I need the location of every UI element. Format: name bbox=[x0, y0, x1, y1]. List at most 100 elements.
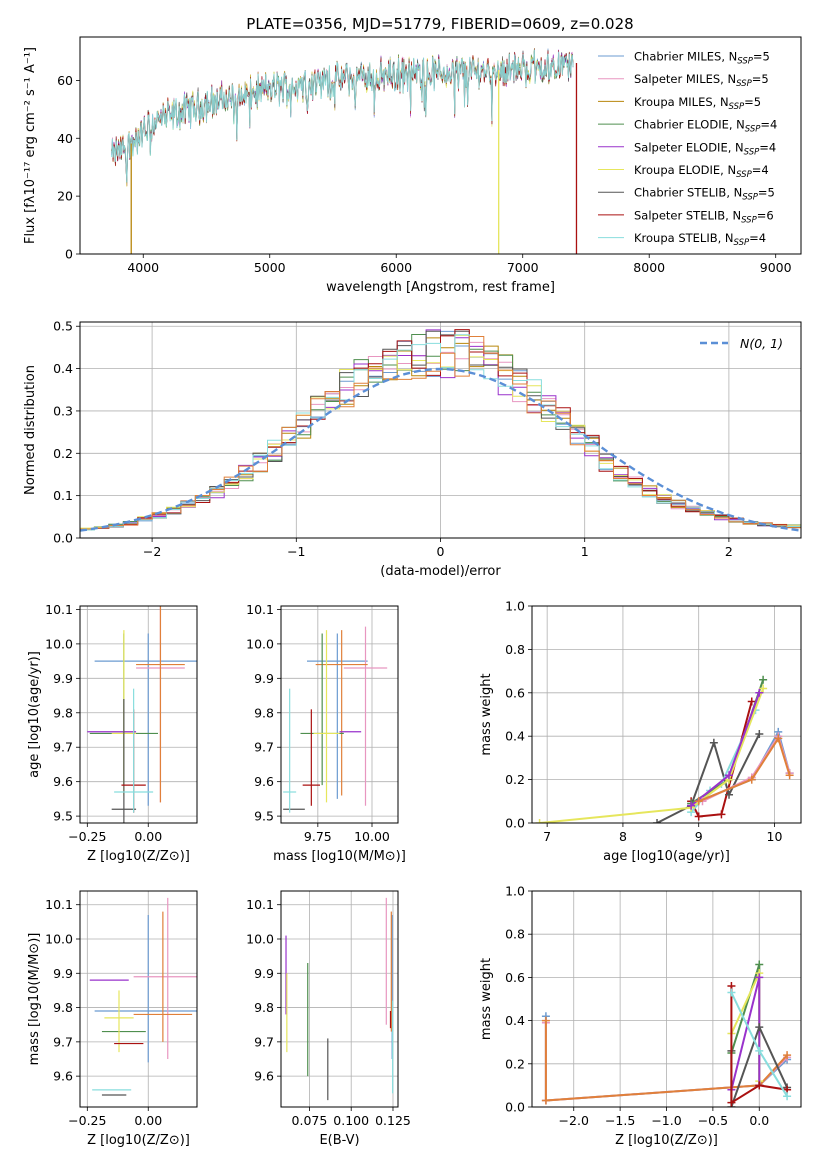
mass-weight-vs-Z-ylabel: mass weight bbox=[479, 958, 494, 1040]
y-tick-label: 0.2 bbox=[505, 772, 525, 787]
y-tick-label: 9.5 bbox=[53, 809, 73, 824]
x-tick-label: 2 bbox=[725, 544, 733, 559]
residuals-legend: N(0, 1) bbox=[700, 336, 783, 351]
age-vs-mass-frame bbox=[280, 605, 399, 824]
mass-weight-vs-Z-panel: −2.0 −1.5 −1.0 −0.5 0.0 0.0 0.2 0.4 0.6 0.8 1.0 Z [… bbox=[479, 884, 802, 1148]
legend-label: Salpeter ELODIE, NSSP=4 bbox=[634, 140, 776, 157]
mass-weight-marker bbox=[725, 771, 734, 780]
mass-weight-marker bbox=[747, 697, 756, 706]
mass-weight-vs-age-ylabel: mass weight bbox=[479, 673, 494, 755]
legend-label: N(0, 1) bbox=[740, 336, 783, 351]
y-tick-label: 9.9 bbox=[254, 966, 274, 981]
y-tick-label: 0.2 bbox=[505, 1056, 525, 1071]
y-tick-label: 9.9 bbox=[53, 966, 73, 981]
mass-weight-marker bbox=[755, 973, 764, 982]
mass-vs-ebv-xlabel: E(B-V) bbox=[319, 1133, 359, 1148]
y-tick-label: 0.4 bbox=[53, 361, 73, 376]
y-tick-label: 0.8 bbox=[505, 642, 525, 657]
mass-vs-Z-panel: −0.25 0.00 9.6 9.7 9.8 9.9 10.0 10.1 Z [log10(Z/… bbox=[27, 890, 198, 1148]
mass-vs-ebv-plot-area bbox=[281, 891, 398, 1107]
y-tick-label: 9.6 bbox=[53, 1069, 73, 1084]
x-tick-label: 6000 bbox=[380, 260, 412, 275]
y-tick-label: 9.8 bbox=[53, 1000, 73, 1015]
spectrum-legend: Chabrier MILES, NSSP=5 Salpeter MILES, NS… bbox=[598, 50, 777, 248]
mass-weight-marker bbox=[785, 771, 794, 780]
mass-weight-marker bbox=[717, 810, 726, 819]
mass-weight-marker bbox=[759, 675, 768, 684]
mass-vs-Z-ylabel: mass [log10(M/M⊙)] bbox=[27, 933, 42, 1066]
legend-label: Chabrier STELIB, NSSP=5 bbox=[634, 186, 775, 203]
figure-title: PLATE=0356, MJD=51779, FIBERID=0609, z=0… bbox=[246, 15, 633, 33]
y-tick-label: 0.6 bbox=[505, 685, 525, 700]
mass-weight-vs-age-xlabel: age [log10(age/yr)] bbox=[603, 849, 730, 864]
mass-vs-ebv-panel: 0.075 0.100 0.125 9.6 9.7 9.8 9.9 10.0 10.1 E(B-V… bbox=[246, 890, 411, 1148]
x-tick-label: 7000 bbox=[507, 260, 539, 275]
x-tick-label: 8000 bbox=[633, 260, 665, 275]
residuals-panel: −2 −1 0 1 2 0.0 0.1 0.2 0.3 0.4 0.5 (data-model)/er… bbox=[23, 319, 802, 579]
legend-label: Kroupa ELODIE, NSSP=4 bbox=[634, 163, 769, 180]
mass-weight-marker bbox=[694, 812, 703, 821]
mass-vs-Z-plot-area bbox=[80, 891, 197, 1107]
age-vs-Z-ylabel: age [log10(age/yr)] bbox=[27, 651, 42, 778]
age-vs-Z-xlabel: Z [log10(Z/Z⊙)] bbox=[87, 849, 190, 864]
x-tick-label: 0.00 bbox=[134, 1113, 162, 1128]
x-tick-label: −2 bbox=[143, 544, 161, 559]
spectrum-ylabel: Flux [fλ10⁻¹⁷ erg cm⁻² s⁻¹ A⁻¹] bbox=[23, 47, 38, 244]
y-tick-label: 9.8 bbox=[254, 705, 274, 720]
y-tick-label: 9.9 bbox=[254, 671, 274, 686]
y-tick-label: 60 bbox=[57, 73, 73, 88]
legend-label: Chabrier MILES, NSSP=5 bbox=[634, 50, 770, 67]
x-tick-label: −1 bbox=[287, 544, 305, 559]
legend-label: Kroupa STELIB, NSSP=4 bbox=[634, 231, 766, 248]
mass-weight-line bbox=[730, 976, 761, 1090]
spectrum-panel: 4000 5000 6000 7000 8000 9000 0 20 40 60 wavelengt… bbox=[23, 36, 802, 295]
y-tick-label: 9.6 bbox=[53, 774, 73, 789]
mass-weight-marker bbox=[727, 988, 736, 997]
mass-weight-marker bbox=[783, 1051, 792, 1060]
mass-weight-line bbox=[544, 1020, 788, 1102]
x-tick-label: −0.5 bbox=[698, 1113, 728, 1128]
y-tick-label: 0.8 bbox=[505, 927, 525, 942]
mass-weight-vs-Z-xlabel: Z [log10(Z/Z⊙)] bbox=[615, 1133, 718, 1148]
legend-label: Salpeter MILES, NSSP=5 bbox=[634, 72, 769, 89]
age-vs-mass-panel: 9.75 10.00 9.5 9.6 9.7 9.8 9.9 10.0 10.1 mass [lo… bbox=[246, 602, 406, 864]
y-tick-label: 1.0 bbox=[505, 599, 525, 614]
x-tick-label: 5000 bbox=[254, 260, 286, 275]
mass-weight-marker bbox=[755, 688, 764, 697]
x-tick-label: 7 bbox=[543, 829, 551, 844]
x-tick-label: 9000 bbox=[760, 260, 792, 275]
mass-weight-marker bbox=[709, 738, 718, 747]
x-tick-label: 9 bbox=[695, 829, 703, 844]
mass-weight-marker bbox=[725, 790, 734, 799]
y-tick-label: 20 bbox=[57, 189, 73, 204]
y-tick-label: 9.9 bbox=[53, 671, 73, 686]
y-tick-label: 9.8 bbox=[53, 705, 73, 720]
mass-weight-marker bbox=[755, 1081, 764, 1090]
mass-weight-marker bbox=[747, 775, 756, 784]
x-tick-label: 10 bbox=[767, 829, 783, 844]
age-vs-Z-panel: −0.25 0.00 9.5 9.6 9.7 9.8 9.9 10.0 10.1 Z [log10… bbox=[27, 602, 198, 864]
y-tick-label: 10.0 bbox=[45, 636, 73, 651]
mass-weight-marker bbox=[755, 1046, 764, 1055]
x-tick-label: 10.00 bbox=[354, 829, 390, 844]
mass-weight-marker bbox=[759, 684, 768, 693]
mass-vs-ebv-frame bbox=[280, 890, 399, 1108]
spectrum-xlabel: wavelength [Angstrom, rest frame] bbox=[326, 280, 555, 295]
age-vs-Z-frame bbox=[79, 605, 198, 824]
residual-histogram bbox=[80, 336, 801, 530]
mass-weight-marker bbox=[535, 819, 544, 823]
y-tick-label: 0.3 bbox=[53, 403, 73, 418]
y-tick-label: 9.6 bbox=[254, 774, 274, 789]
x-tick-label: 9.75 bbox=[304, 829, 332, 844]
mass-weight-vs-Z-frame bbox=[531, 890, 802, 1108]
y-tick-label: 0.1 bbox=[53, 488, 73, 503]
x-tick-label: 0 bbox=[437, 544, 445, 559]
mass-vs-Z-frame bbox=[79, 890, 198, 1108]
y-tick-label: 0.0 bbox=[53, 531, 73, 546]
x-tick-label: 0.125 bbox=[375, 1113, 411, 1128]
legend-label: Chabrier ELODIE, NSSP=4 bbox=[634, 118, 777, 135]
mass-weight-marker bbox=[755, 730, 764, 739]
y-tick-label: 10.1 bbox=[45, 602, 73, 617]
y-tick-label: 10.0 bbox=[45, 932, 73, 947]
